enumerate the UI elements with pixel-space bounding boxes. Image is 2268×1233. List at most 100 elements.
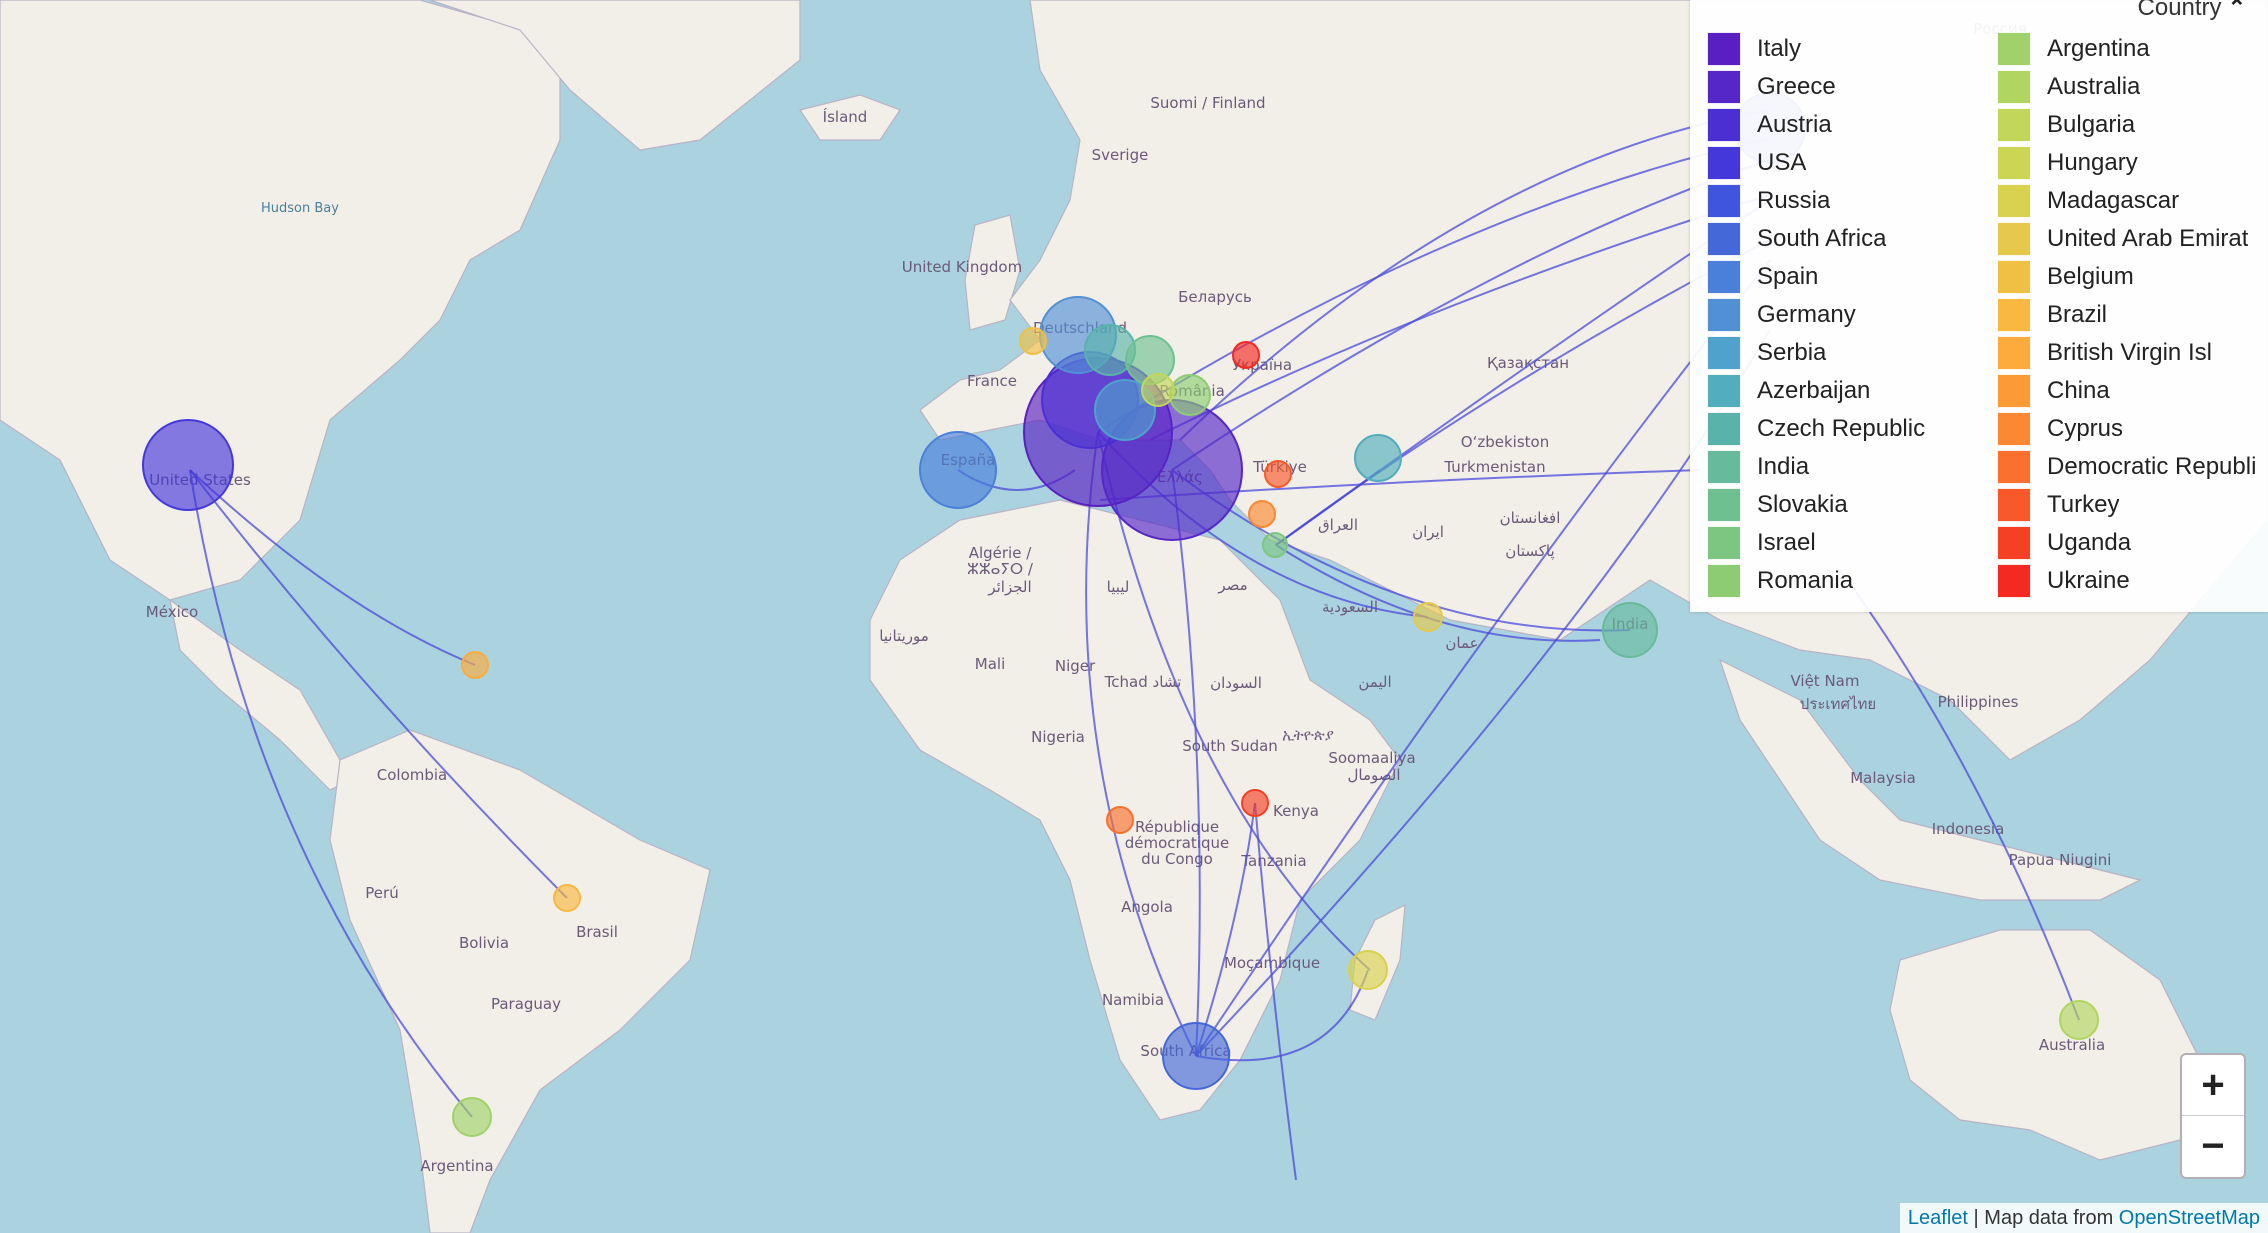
legend-item[interactable]: Argentina xyxy=(1997,30,2256,68)
place-label: Argentina xyxy=(420,1157,493,1175)
country-marker[interactable] xyxy=(461,651,489,679)
zoom-in-button[interactable]: + xyxy=(2182,1055,2244,1116)
legend-label: Azerbaijan xyxy=(1757,377,1871,404)
country-marker[interactable] xyxy=(1106,806,1134,834)
legend-item[interactable]: Russia xyxy=(1707,182,1925,220)
legend-label: Ukraine xyxy=(2047,567,2130,594)
place-label: Colombia xyxy=(377,766,448,784)
legend-label: Turkey xyxy=(2047,491,2120,518)
legend-item[interactable]: Germany xyxy=(1707,296,1925,334)
legend-item[interactable]: Belgium xyxy=(1997,258,2256,296)
legend-swatch xyxy=(1997,146,2031,180)
place-label: Việt Nam xyxy=(1790,672,1859,690)
legend-item[interactable]: Ukraine xyxy=(1997,562,2256,600)
zoom-out-button[interactable]: − xyxy=(2201,1123,2225,1168)
land-central-america xyxy=(169,598,351,791)
route-line xyxy=(1085,431,1197,1057)
place-label: اليمن xyxy=(1358,673,1391,691)
openstreetmap-link[interactable]: OpenStreetMap xyxy=(2118,1206,2260,1229)
legend-item[interactable]: Democratic Republi xyxy=(1997,448,2256,486)
country-marker[interactable] xyxy=(1241,789,1269,817)
legend-item[interactable]: Spain xyxy=(1707,258,1925,296)
legend-item[interactable]: Israel xyxy=(1707,524,1925,562)
legend-item[interactable]: Azerbaijan xyxy=(1707,372,1925,410)
legend-label: Romania xyxy=(1757,567,1854,594)
legend-swatch xyxy=(1997,108,2031,142)
legend-swatch xyxy=(1997,70,2031,104)
legend-item[interactable]: Italy xyxy=(1707,30,1925,68)
country-marker[interactable] xyxy=(1169,374,1211,416)
legend-swatch xyxy=(1707,184,1741,218)
legend-item[interactable]: South Africa xyxy=(1707,220,1925,258)
legend-item[interactable]: Greece xyxy=(1707,68,1925,106)
country-marker[interactable] xyxy=(1019,327,1047,355)
leaflet-link[interactable]: Leaflet xyxy=(1907,1206,1968,1229)
place-label: افغانستان xyxy=(1500,509,1561,527)
legend-swatch xyxy=(1707,222,1741,256)
legend-column-right: Argentina Australia Bulgaria Hungary Madagas… xyxy=(1997,30,2256,600)
legend-item[interactable]: British Virgin Isl xyxy=(1997,334,2256,372)
country-marker[interactable] xyxy=(1232,341,1260,369)
legend-label: Austria xyxy=(1757,111,1832,138)
place-label: ประเทศไทย xyxy=(1800,695,1876,713)
place-label: الصومال xyxy=(1348,766,1401,784)
country-marker[interactable] xyxy=(452,1097,492,1137)
legend-label: China xyxy=(2047,377,2110,404)
legend-item[interactable]: Turkey xyxy=(1997,486,2256,524)
country-marker[interactable] xyxy=(142,419,234,511)
legend-label: Australia xyxy=(2047,73,2141,100)
legend-swatch xyxy=(1707,146,1741,180)
place-label: ኢትዮጵያ xyxy=(1282,726,1334,744)
place-label: Қазақстан xyxy=(1487,354,1569,372)
legend-item[interactable]: Uganda xyxy=(1997,524,2256,562)
place-label: Philippines xyxy=(1938,693,2019,711)
country-marker[interactable] xyxy=(1354,434,1402,482)
country-marker[interactable] xyxy=(1162,1022,1230,1090)
legend-swatch xyxy=(1997,564,2031,598)
legend-item[interactable]: Bulgaria xyxy=(1997,106,2256,144)
place-label: الجزائر xyxy=(987,578,1031,596)
country-marker[interactable] xyxy=(1602,602,1658,658)
legend-label: Madagascar xyxy=(2047,187,2180,214)
legend-item[interactable]: Australia xyxy=(1997,68,2256,106)
chevron-up-icon[interactable]: ⌃ xyxy=(2227,0,2246,20)
legend-swatch xyxy=(1997,260,2031,294)
legend-item[interactable]: Slovakia xyxy=(1707,486,1925,524)
country-marker[interactable] xyxy=(553,884,581,912)
legend-swatch xyxy=(1707,70,1741,104)
country-marker[interactable] xyxy=(1094,379,1156,441)
country-marker[interactable] xyxy=(1141,373,1175,407)
legend-label: Serbia xyxy=(1757,339,1827,366)
country-marker[interactable] xyxy=(2059,1000,2099,1040)
place-label: Angola xyxy=(1121,898,1173,916)
legend-swatch xyxy=(1707,526,1741,560)
land-greenland xyxy=(429,0,801,151)
country-marker[interactable] xyxy=(1248,500,1276,528)
legend-item[interactable]: Madagascar xyxy=(1997,182,2256,220)
land-australia xyxy=(1889,929,2201,1161)
legend-item[interactable]: Serbia xyxy=(1707,334,1925,372)
place-label: du Congo xyxy=(1141,850,1213,868)
legend-item[interactable]: United Arab Emirat xyxy=(1997,220,2256,258)
legend-item[interactable]: USA xyxy=(1707,144,1925,182)
country-marker[interactable] xyxy=(1262,532,1288,558)
place-label: Soomaaliya xyxy=(1328,749,1415,767)
legend-item[interactable]: Hungary xyxy=(1997,144,2256,182)
legend-item[interactable]: Brazil xyxy=(1997,296,2256,334)
marker-layer[interactable] xyxy=(142,92,2099,1137)
legend-item[interactable]: India xyxy=(1707,448,1925,486)
place-label: Moçambique xyxy=(1224,954,1320,972)
legend-item[interactable]: Czech Republic xyxy=(1707,410,1925,448)
legend-swatch xyxy=(1707,108,1741,142)
country-marker[interactable] xyxy=(1264,460,1292,488)
country-marker[interactable] xyxy=(919,431,997,509)
legend-item[interactable]: Cyprus xyxy=(1997,410,2256,448)
legend-item[interactable]: China xyxy=(1997,372,2256,410)
country-marker[interactable] xyxy=(1348,950,1388,990)
legend-swatch xyxy=(1707,260,1741,294)
legend-item[interactable]: Austria xyxy=(1707,106,1925,144)
land-southeast-asia xyxy=(1718,658,2142,901)
legend-item[interactable]: Romania xyxy=(1707,562,1925,600)
legend-title[interactable]: Country ⌃ xyxy=(2138,0,2246,22)
country-marker[interactable] xyxy=(1413,602,1443,632)
